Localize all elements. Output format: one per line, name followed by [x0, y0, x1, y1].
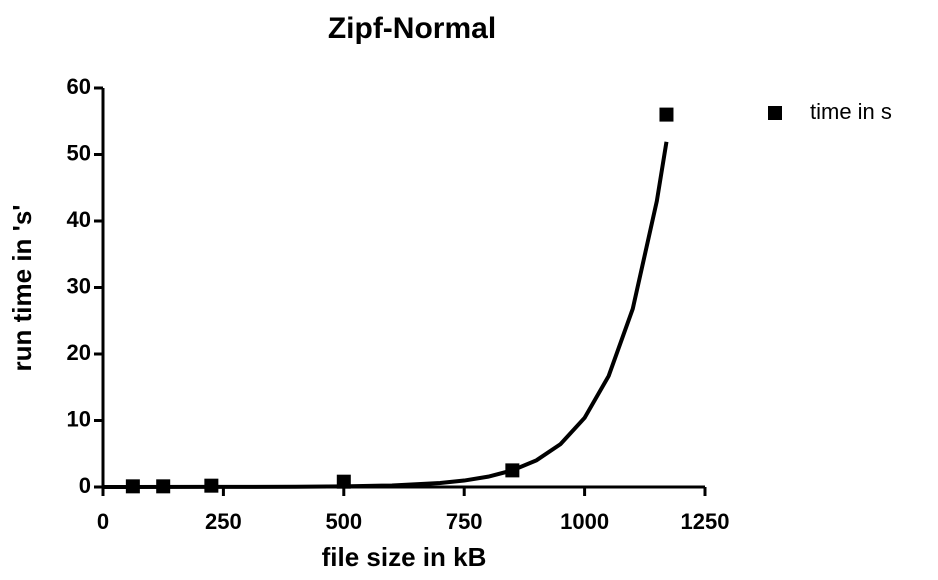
chart-title: Zipf-Normal [328, 12, 496, 45]
legend-marker [768, 106, 782, 120]
y-tick-label: 10 [67, 406, 91, 431]
x-tick-label: 500 [325, 509, 362, 534]
x-axis-label: file size in kB [322, 542, 487, 572]
x-tick-label: 250 [205, 509, 242, 534]
x-tick-label: 0 [97, 509, 109, 534]
y-tick-label: 50 [67, 140, 91, 165]
data-point [125, 479, 140, 494]
x-tick-label: 1250 [681, 509, 730, 534]
data-point [505, 463, 520, 478]
y-tick-label: 0 [79, 473, 91, 498]
data-point [336, 474, 351, 489]
data-point [156, 479, 171, 494]
data-point [659, 107, 674, 122]
y-tick-label: 40 [67, 207, 91, 232]
y-tick-label: 60 [67, 74, 91, 99]
x-tick-label: 1000 [560, 509, 609, 534]
y-axis-label: run time in 's' [7, 205, 37, 372]
y-tick-label: 30 [67, 273, 91, 298]
x-tick-label: 750 [446, 509, 483, 534]
fit-curve [102, 141, 669, 489]
y-tick-label: 20 [67, 340, 91, 365]
legend-label: time in s [810, 99, 892, 124]
data-point [204, 478, 219, 493]
